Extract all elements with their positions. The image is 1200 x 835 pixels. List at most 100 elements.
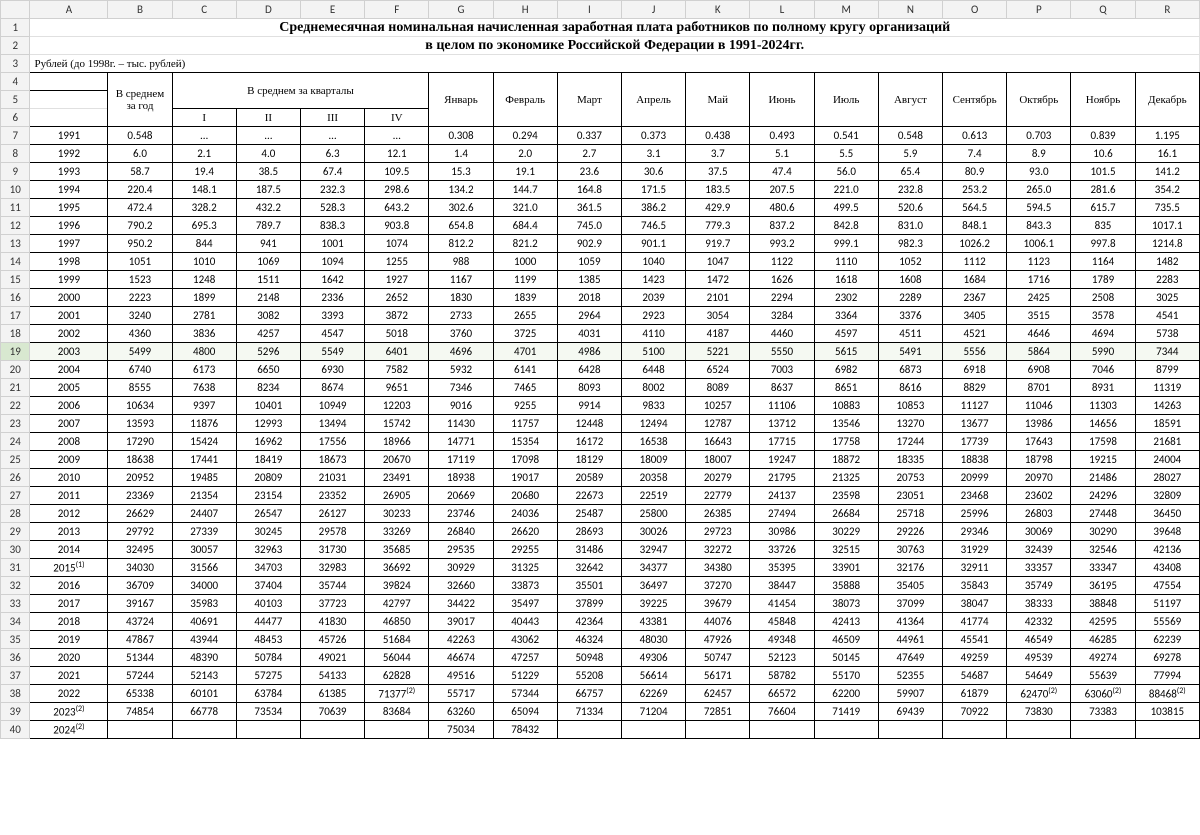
cell-m9-1991[interactable]: 0.613 [943, 127, 1007, 145]
cell-q1-2013[interactable]: 27339 [172, 523, 236, 541]
cell-m2-2022[interactable]: 57344 [493, 685, 557, 703]
cell-m6-2001[interactable]: 3284 [750, 307, 814, 325]
cell-m9-2018[interactable]: 41774 [943, 613, 1007, 631]
cell-q4-1994[interactable]: 298.6 [365, 181, 429, 199]
cell-m12-2015[interactable]: 43408 [1135, 559, 1199, 577]
cell-m9-2008[interactable]: 17739 [943, 433, 1007, 451]
cell-m2-2007[interactable]: 11757 [493, 415, 557, 433]
cell-m8-2008[interactable]: 17244 [878, 433, 942, 451]
cell-m1-1994[interactable]: 134.2 [429, 181, 493, 199]
cell-m10-2007[interactable]: 13986 [1007, 415, 1071, 433]
cell-q4-2021[interactable]: 62828 [365, 667, 429, 685]
cell-m10-1991[interactable]: 0.703 [1007, 127, 1071, 145]
cell-m3-2021[interactable]: 55208 [557, 667, 621, 685]
cell-m1-1993[interactable]: 15.3 [429, 163, 493, 181]
cell-m1-1997[interactable]: 812.2 [429, 235, 493, 253]
cell-q4-2016[interactable]: 39824 [365, 577, 429, 595]
cell-m4-1997[interactable]: 901.1 [621, 235, 685, 253]
cell-m9-2009[interactable]: 18838 [943, 451, 1007, 469]
col-header-P[interactable]: P [1007, 1, 1071, 19]
cell-annual-2011[interactable]: 23369 [108, 487, 172, 505]
cell-m9-1999[interactable]: 1684 [943, 271, 1007, 289]
cell-m8-1993[interactable]: 65.4 [878, 163, 942, 181]
cell-year-2016[interactable]: 2016 [30, 577, 108, 595]
row-header-17[interactable]: 17 [1, 307, 30, 325]
cell-m3-1993[interactable]: 23.6 [557, 163, 621, 181]
cell-m3-1997[interactable]: 902.9 [557, 235, 621, 253]
cell-m8-1991[interactable]: 0.548 [878, 127, 942, 145]
cell-m2-2020[interactable]: 47257 [493, 649, 557, 667]
cell-q3-2008[interactable]: 17556 [300, 433, 364, 451]
row-header-21[interactable]: 21 [1, 379, 30, 397]
cell-m12-2012[interactable]: 36450 [1135, 505, 1199, 523]
cell-q2-2022[interactable]: 63784 [236, 685, 300, 703]
cell-m5-2008[interactable]: 16643 [686, 433, 750, 451]
cell-m9-2003[interactable]: 5556 [943, 343, 1007, 361]
cell-m10-2010[interactable]: 20970 [1007, 469, 1071, 487]
cell-m12-1998[interactable]: 1482 [1135, 253, 1199, 271]
cell-m7-2012[interactable]: 26684 [814, 505, 878, 523]
cell-m9-2022[interactable]: 61879 [943, 685, 1007, 703]
cell-m9-2001[interactable]: 3405 [943, 307, 1007, 325]
cell-m10-1996[interactable]: 843.3 [1007, 217, 1071, 235]
cell-m11-2009[interactable]: 19215 [1071, 451, 1135, 469]
cell-m4-2012[interactable]: 25800 [621, 505, 685, 523]
cell-m3-2003[interactable]: 4986 [557, 343, 621, 361]
cell-year-2010[interactable]: 2010 [30, 469, 108, 487]
cell-m9-2013[interactable]: 29346 [943, 523, 1007, 541]
cell-q2-1991[interactable]: … [236, 127, 300, 145]
cell-year-2018[interactable]: 2018 [30, 613, 108, 631]
cell-year-2007[interactable]: 2007 [30, 415, 108, 433]
cell-year-2020[interactable]: 2020 [30, 649, 108, 667]
cell-annual-2017[interactable]: 39167 [108, 595, 172, 613]
cell-m9-2021[interactable]: 54687 [943, 667, 1007, 685]
cell-m3-2002[interactable]: 4031 [557, 325, 621, 343]
row-header-30[interactable]: 30 [1, 541, 30, 559]
cell-m12-2000[interactable]: 3025 [1135, 289, 1199, 307]
row-header-27[interactable]: 27 [1, 487, 30, 505]
cell-m6-2019[interactable]: 49348 [750, 631, 814, 649]
cell-m10-2024[interactable] [1007, 721, 1071, 739]
col-header-R[interactable]: R [1135, 1, 1199, 19]
cell-m12-2014[interactable]: 42136 [1135, 541, 1199, 559]
cell-q3-2019[interactable]: 45726 [300, 631, 364, 649]
cell-m12-2018[interactable]: 55569 [1135, 613, 1199, 631]
cell-q2-1999[interactable]: 1511 [236, 271, 300, 289]
cell-m6-1992[interactable]: 5.1 [750, 145, 814, 163]
col-header-C[interactable]: C [172, 1, 236, 19]
cell-m12-2020[interactable]: 69278 [1135, 649, 1199, 667]
cell-m7-2002[interactable]: 4597 [814, 325, 878, 343]
cell-m6-2000[interactable]: 2294 [750, 289, 814, 307]
cell-m4-2017[interactable]: 39225 [621, 595, 685, 613]
column-header-row[interactable]: ABCDEFGHIJKLMNOPQR [1, 1, 1200, 19]
cell-q4-2006[interactable]: 12203 [365, 397, 429, 415]
cell-m7-2001[interactable]: 3364 [814, 307, 878, 325]
cell-m8-1995[interactable]: 520.6 [878, 199, 942, 217]
cell-q3-2013[interactable]: 29578 [300, 523, 364, 541]
cell-m6-1999[interactable]: 1626 [750, 271, 814, 289]
cell-m7-1995[interactable]: 499.5 [814, 199, 878, 217]
cell-m9-2000[interactable]: 2367 [943, 289, 1007, 307]
cell-annual-2023[interactable]: 74854 [108, 703, 172, 721]
cell-m3-2005[interactable]: 8093 [557, 379, 621, 397]
cell-m3-2000[interactable]: 2018 [557, 289, 621, 307]
cell-m1-2008[interactable]: 14771 [429, 433, 493, 451]
cell-q4-1992[interactable]: 12.1 [365, 145, 429, 163]
cell-m5-1991[interactable]: 0.438 [686, 127, 750, 145]
cell-q1-2007[interactable]: 11876 [172, 415, 236, 433]
cell-annual-1998[interactable]: 1051 [108, 253, 172, 271]
row-header-15[interactable]: 15 [1, 271, 30, 289]
cell-m7-1994[interactable]: 221.0 [814, 181, 878, 199]
cell-q1-1993[interactable]: 19.4 [172, 163, 236, 181]
cell-m6-2020[interactable]: 52123 [750, 649, 814, 667]
cell-m12-2007[interactable]: 18591 [1135, 415, 1199, 433]
cell-m2-2010[interactable]: 19017 [493, 469, 557, 487]
cell-m3-2012[interactable]: 25487 [557, 505, 621, 523]
cell-q4-2004[interactable]: 7582 [365, 361, 429, 379]
cell-m8-2002[interactable]: 4511 [878, 325, 942, 343]
cell-m6-2007[interactable]: 13712 [750, 415, 814, 433]
cell-m11-2006[interactable]: 11303 [1071, 397, 1135, 415]
cell-m12-2001[interactable]: 4541 [1135, 307, 1199, 325]
cell-m5-2016[interactable]: 37270 [686, 577, 750, 595]
cell-m4-2014[interactable]: 32947 [621, 541, 685, 559]
